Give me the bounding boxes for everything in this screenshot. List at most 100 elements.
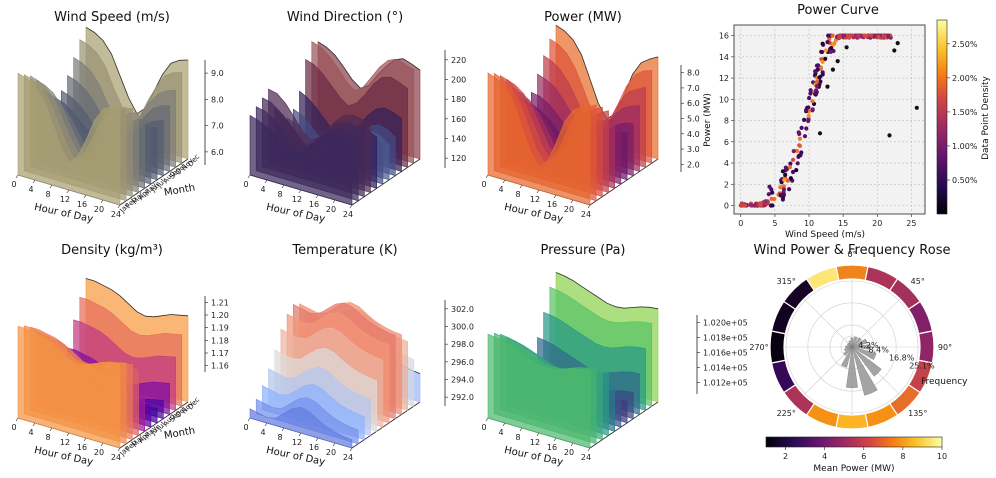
frequency-bar <box>844 346 853 352</box>
scatter-point <box>837 35 842 40</box>
hour-tick-mark <box>332 199 336 204</box>
z-tick-label: 1.016e+05 <box>703 349 748 358</box>
month-axis-line <box>589 401 659 449</box>
scatter-point <box>820 41 825 46</box>
hour-tick-label: 4 <box>260 428 265 437</box>
scatter-point <box>814 84 820 89</box>
outlier-point <box>830 67 836 72</box>
colorbar-tick-label: 2.50% <box>952 40 978 49</box>
hour-tick-mark <box>570 442 574 447</box>
y-tick-label: 16 <box>719 32 729 41</box>
scatter-point <box>766 192 771 197</box>
hour-tick-mark <box>485 174 489 179</box>
scatter-point <box>862 33 868 38</box>
z-tick-label: 302.0 <box>451 305 474 314</box>
hour-tick-label: 8 <box>515 433 520 442</box>
scatter-point <box>790 169 796 175</box>
z-tick-label: 220 <box>451 56 466 65</box>
frequency-bar <box>851 344 871 350</box>
hour-tick-label: 8 <box>277 433 282 442</box>
scatter-point <box>872 33 877 39</box>
hour-tick-mark <box>536 432 540 437</box>
outlier-point <box>825 84 830 89</box>
hour-tick-label: 0 <box>481 180 486 189</box>
z-tick-label: 1.18 <box>211 336 229 345</box>
direction-label: 225° <box>777 409 796 418</box>
outlier-point <box>892 48 897 53</box>
z-tick-label: 1.014e+05 <box>703 364 748 373</box>
month-axis-line <box>589 158 659 206</box>
colorbar-tick-label: 4 <box>822 452 827 461</box>
frequency-bar <box>846 346 858 388</box>
y-tick-label: 6 <box>724 138 729 147</box>
scatter-point <box>791 149 796 154</box>
z-tick-label: 1.17 <box>211 349 229 358</box>
hour-tick-label: 8 <box>515 190 520 199</box>
outlier-point <box>895 41 900 46</box>
direction-label: 135° <box>908 409 927 418</box>
scatter-point <box>813 69 818 74</box>
scatter-point <box>781 192 787 197</box>
hour-tick-label: 8 <box>45 433 50 442</box>
colorbar-tick-label: 0.50% <box>952 176 978 185</box>
density-colorbar-ticks: 0.50% 1.00% 1.50% 2.00% 2.50% <box>947 40 978 185</box>
month-axis-label: Month <box>163 182 196 198</box>
scatter-point <box>810 108 815 113</box>
hour-tick-mark <box>247 417 251 422</box>
z-tick-label: 120 <box>451 154 466 163</box>
z-tick-label: 5.0 <box>687 115 700 124</box>
power-curve-ylabel: Power (MW) <box>703 93 713 147</box>
colorbar-tick-label: 1.50% <box>952 108 978 117</box>
scatter-point <box>794 168 799 173</box>
wind-rose-plot: 4.2%8.4%16.8%25.1%0°45°90°135°180°225°27… <box>749 250 952 445</box>
pressure-title: Pressure (Pa) <box>540 243 625 258</box>
scatter-point <box>799 150 804 155</box>
hour-tick-label: 4 <box>28 428 33 437</box>
scatter-point <box>794 148 800 153</box>
hour-tick-mark <box>502 422 506 427</box>
hour-tick-mark <box>315 437 319 442</box>
scatter-point <box>804 126 809 131</box>
hour-tick-label: 16 <box>547 443 557 452</box>
z-tick-label: 292.0 <box>451 393 474 402</box>
direction-label: 270° <box>749 343 768 352</box>
hour-tick-label: 24 <box>581 453 591 462</box>
colorbar-tick-label: 6 <box>861 452 866 461</box>
z-tick-label: 3.0 <box>687 145 700 154</box>
hour-tick-label: 16 <box>309 200 319 209</box>
scatter-point <box>886 33 891 38</box>
y-tick-label: 12 <box>719 74 729 83</box>
hour-tick-label: 0 <box>11 180 16 189</box>
scatter-point <box>741 203 746 208</box>
x-tick-label: 5 <box>772 219 777 228</box>
y-tick-label: 8 <box>724 117 729 126</box>
z-tick-label: 1.20 <box>211 311 229 320</box>
z-tick-label: 300.0 <box>451 323 474 332</box>
scatter-point <box>820 59 825 64</box>
hour-tick-mark <box>349 204 353 209</box>
hour-tick-mark <box>587 204 591 209</box>
colorbar-tick-label: 2 <box>783 452 788 461</box>
scatter-point <box>797 143 802 148</box>
x-tick-label: 10 <box>804 219 814 228</box>
density-colorbar <box>936 19 948 215</box>
frequency-bar <box>851 336 858 348</box>
z-tick-label: 8.0 <box>687 69 700 78</box>
scatter-point <box>769 196 774 201</box>
outlier-point <box>817 131 823 136</box>
frequency-bar <box>841 346 853 368</box>
hour-tick-label: 24 <box>343 210 353 219</box>
frequency-bar <box>851 346 877 360</box>
power-curve-axes <box>733 24 926 215</box>
power-curve-xlabel: Wind Speed (m/s) <box>785 230 865 240</box>
scatter-point <box>806 113 811 119</box>
y-tick-label: 0 <box>724 202 729 211</box>
scatter-point <box>828 49 833 55</box>
scatter-point <box>799 125 804 130</box>
scatter-point <box>788 161 793 166</box>
x-tick-label: 0 <box>738 219 743 228</box>
z-tick-label: 8.0 <box>211 95 224 104</box>
